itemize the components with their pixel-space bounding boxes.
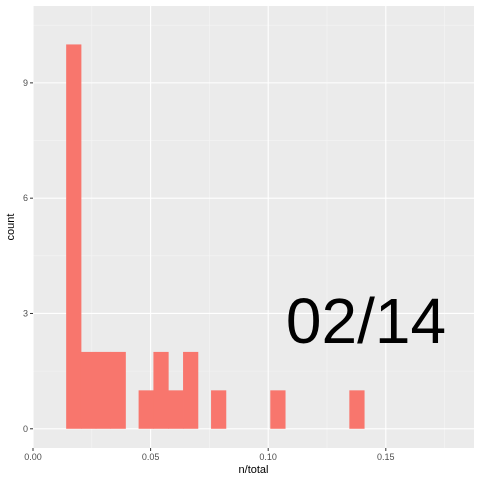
x-axis-title: n/total	[239, 464, 269, 476]
y-axis: 0 3 6 9	[23, 78, 33, 434]
histogram-bar	[66, 44, 82, 429]
x-axis: 0.00 0.05 0.10 0.15	[24, 448, 395, 462]
x-tick-label: 0.15	[377, 452, 395, 462]
date-overlay-text: 02/14	[286, 285, 446, 357]
histogram-bar	[95, 351, 112, 429]
major-gridlines	[32, 6, 474, 448]
y-tick-label: 9	[23, 78, 28, 88]
histogram-bar	[211, 390, 227, 429]
histogram-bar	[153, 351, 169, 429]
x-tick-label: 0.05	[142, 452, 160, 462]
histogram-bar	[168, 390, 184, 429]
histogram-bar	[110, 351, 126, 429]
minor-gridlines	[33, 6, 474, 448]
histogram-bar	[183, 351, 199, 429]
y-tick-label: 3	[23, 308, 28, 318]
histogram-bar	[80, 351, 97, 429]
x-tick-label: 0.00	[24, 452, 42, 462]
histogram-bar	[349, 390, 365, 429]
histogram-bar	[270, 390, 286, 429]
y-axis-title: count	[5, 214, 17, 241]
y-tick-label: 0	[23, 424, 28, 434]
x-tick-label: 0.10	[259, 452, 277, 462]
histogram-bar	[138, 390, 154, 429]
y-tick-label: 6	[23, 193, 28, 203]
histogram-bars	[66, 44, 365, 429]
